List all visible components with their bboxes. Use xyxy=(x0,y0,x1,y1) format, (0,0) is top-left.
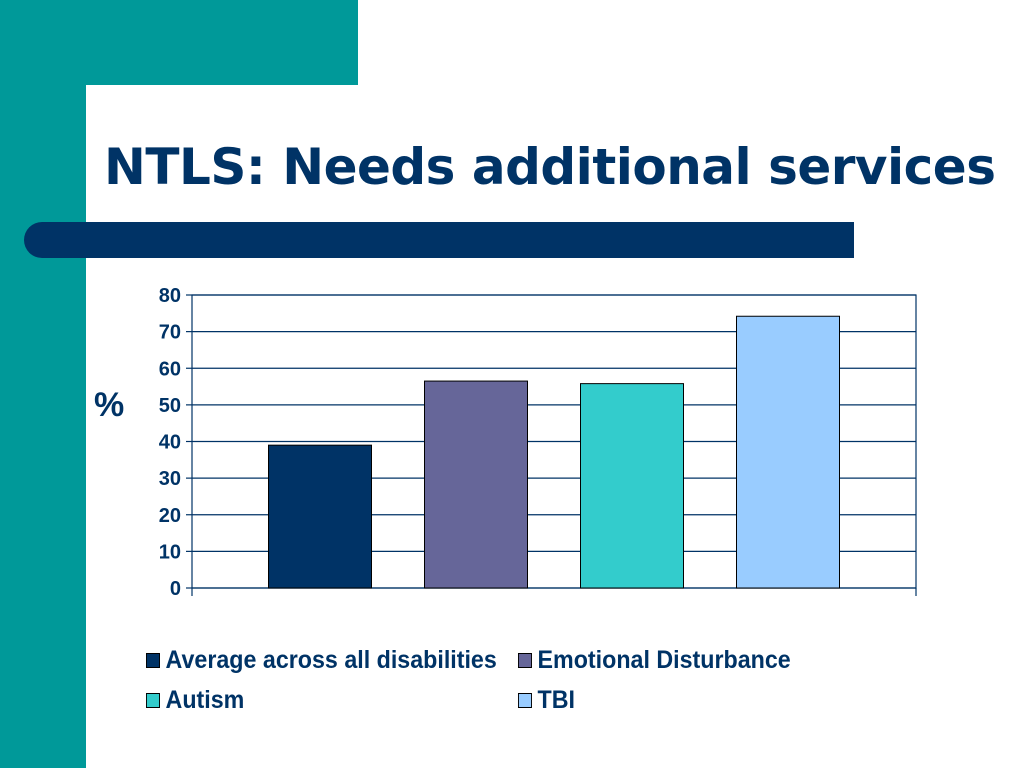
content-panel-corner xyxy=(86,85,146,145)
y-tick-label: 20 xyxy=(159,505,181,527)
bar-tbi xyxy=(736,315,840,589)
legend-item-autism: Autism xyxy=(146,686,518,715)
legend-swatch-emotional-disturbance xyxy=(518,652,532,668)
bar-emotional-disturbance xyxy=(424,380,528,589)
y-tick-label: 10 xyxy=(159,541,181,563)
plot-area-frame xyxy=(191,294,917,589)
legend-label-average: Average across all disabilities xyxy=(165,645,497,674)
legend-swatch-autism xyxy=(146,692,160,708)
y-axis-label: % xyxy=(94,386,125,424)
legend-swatch-average xyxy=(146,652,160,668)
legend-row: Autism TBI xyxy=(146,680,853,720)
y-tick-label: 0 xyxy=(170,578,181,600)
y-tick-label: 60 xyxy=(159,358,181,380)
legend-item-emotional-disturbance: Emotional Disturbance xyxy=(518,646,791,675)
legend-label-autism: Autism xyxy=(165,685,245,714)
legend-label-emotional-disturbance: Emotional Disturbance xyxy=(537,645,791,674)
y-tick-label: 40 xyxy=(159,432,181,454)
bar-average xyxy=(268,444,372,589)
y-tick-label: 80 xyxy=(159,285,181,307)
legend-item-tbi: TBI xyxy=(518,686,575,715)
legend-item-average: Average across all disabilities xyxy=(146,646,518,675)
y-tick-label: 30 xyxy=(159,468,181,490)
teal-side-band xyxy=(0,0,86,768)
slide-title: NTLS: Needs additional services xyxy=(104,138,996,196)
y-tick-label: 50 xyxy=(159,395,181,417)
legend-label-tbi: TBI xyxy=(537,685,575,714)
bar-chart: 0 10 20 30 40 50 60 70 80 xyxy=(159,285,917,600)
legend-swatch-tbi xyxy=(518,692,532,708)
bar-autism xyxy=(580,383,684,589)
legend-row: Average across all disabilities Emotiona… xyxy=(146,640,853,680)
title-underline-bar xyxy=(24,222,854,258)
teal-top-band xyxy=(0,0,358,85)
y-tick-label: 70 xyxy=(159,322,181,344)
chart-legend: Average across all disabilities Emotiona… xyxy=(146,640,853,720)
